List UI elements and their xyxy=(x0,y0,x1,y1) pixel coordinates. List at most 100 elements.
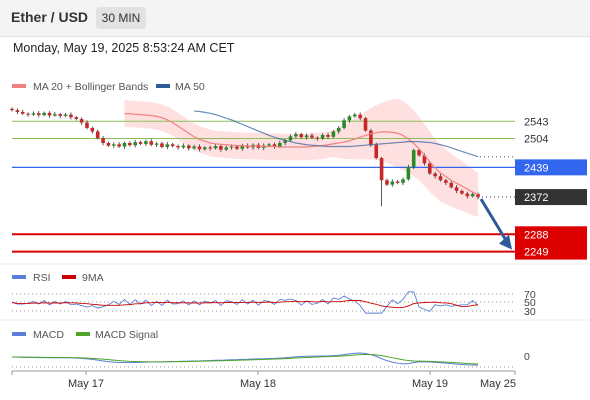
candle-body xyxy=(476,193,480,198)
candle-body xyxy=(133,142,137,146)
candle-body xyxy=(229,146,234,148)
candle-body xyxy=(315,137,320,139)
candle-body xyxy=(369,130,373,145)
candle-body xyxy=(165,144,170,147)
x-tick-label: May 19 xyxy=(412,378,448,390)
candle-body xyxy=(128,142,132,146)
candles-layer xyxy=(10,107,480,207)
candle-body xyxy=(15,110,20,112)
candle-body xyxy=(385,180,389,185)
ma20-line xyxy=(124,113,479,196)
x-tick-label: May 18 xyxy=(240,378,276,390)
candle-body xyxy=(144,141,148,144)
support-level-tag xyxy=(515,226,587,260)
pivot-level-label: 2439 xyxy=(524,162,548,174)
candle-body xyxy=(470,193,475,197)
candle-body xyxy=(58,114,63,116)
macd-legend-swatch xyxy=(12,332,26,336)
candle-body xyxy=(422,155,427,164)
resistance-level-label: 2543 xyxy=(524,116,548,128)
timestamp: Monday, May 19, 2025 8:53:24 AM CET xyxy=(13,41,235,55)
candle-body xyxy=(90,127,95,132)
candle-body xyxy=(353,114,357,117)
ma9-legend-swatch xyxy=(62,275,76,279)
candle-body xyxy=(117,144,121,147)
candle-body xyxy=(240,145,245,149)
candle-body xyxy=(106,142,111,146)
macd-legend-label: MACD xyxy=(33,329,64,341)
candle-body xyxy=(358,114,362,119)
candle-body xyxy=(63,114,68,116)
resistance-level-label: 2504 xyxy=(524,134,548,146)
pivot-level-tag xyxy=(515,159,587,176)
candle-body xyxy=(176,146,180,148)
candle-body xyxy=(79,119,84,123)
candle-body xyxy=(320,135,325,139)
macd-plot-layer xyxy=(11,352,515,368)
candle-body xyxy=(10,108,14,111)
candle-body xyxy=(433,173,437,177)
last-price-label: 2372 xyxy=(524,192,548,204)
candle-body xyxy=(181,145,186,148)
candle-body xyxy=(69,114,73,118)
candle-body xyxy=(331,131,336,137)
candle-body xyxy=(186,145,191,149)
candle-body xyxy=(192,146,196,149)
rsi-tick-label: 70 xyxy=(524,289,536,301)
candle-body xyxy=(74,117,79,120)
candle-body xyxy=(444,180,448,183)
candle-body xyxy=(197,146,202,150)
candle-body xyxy=(138,142,143,144)
candle-body xyxy=(304,135,309,138)
timeframe-button[interactable]: 30 MIN xyxy=(96,7,146,29)
pair-title: Ether / USD xyxy=(11,9,89,25)
candle-body xyxy=(111,144,116,146)
candle-body xyxy=(374,144,379,159)
candle-body xyxy=(326,135,330,137)
candle-body xyxy=(417,150,421,156)
rsi-tick-label: 50 xyxy=(524,297,536,309)
candle-body xyxy=(449,182,454,188)
rsi-tick-label: 30 xyxy=(524,306,536,318)
candle-body xyxy=(283,140,287,143)
candle-body xyxy=(294,134,298,137)
candle-body xyxy=(427,163,432,174)
candle-body xyxy=(379,158,384,181)
candle-body xyxy=(149,141,154,145)
candle-body xyxy=(47,112,52,116)
support-level-label: 2249 xyxy=(524,247,548,259)
ma9-legend-label: 9MA xyxy=(82,272,104,284)
candle-body xyxy=(154,143,159,145)
candle-body xyxy=(460,190,464,194)
candle-body xyxy=(203,147,207,150)
macd-tick-label: 0 xyxy=(524,351,530,363)
macd-line xyxy=(11,352,479,366)
candle-body xyxy=(36,113,41,116)
candle-body xyxy=(224,147,229,150)
last-price-tag xyxy=(515,189,587,206)
candle-body xyxy=(438,176,443,181)
rsi-ma9-line xyxy=(11,300,479,309)
candle-body xyxy=(122,142,127,147)
candle-body xyxy=(20,111,25,114)
candle-body xyxy=(53,114,57,116)
rsi-legend-label: RSI xyxy=(33,272,51,284)
ma50-legend-swatch xyxy=(156,84,170,88)
ma50-legend-label: MA 50 xyxy=(175,81,205,93)
candle-body xyxy=(406,166,411,180)
candle-body xyxy=(454,187,459,191)
signal-legend-label: MACD Signal xyxy=(95,329,158,341)
x-tick-label: May 25 xyxy=(480,378,516,390)
candle-body xyxy=(267,144,271,146)
candle-body xyxy=(235,146,239,149)
macd-signal-line xyxy=(11,353,479,365)
candle-body xyxy=(401,179,405,183)
main-plot-layer: 2543 2504 2439 2372 2288 2249 xyxy=(10,98,587,260)
candle-body xyxy=(390,181,395,185)
candle-body xyxy=(26,113,30,115)
chart-header: Ether / USD 30 MIN xyxy=(0,0,590,37)
candle-body xyxy=(160,143,164,147)
rsi-legend-swatch xyxy=(12,275,26,279)
forecast-arrow-head xyxy=(499,234,512,250)
